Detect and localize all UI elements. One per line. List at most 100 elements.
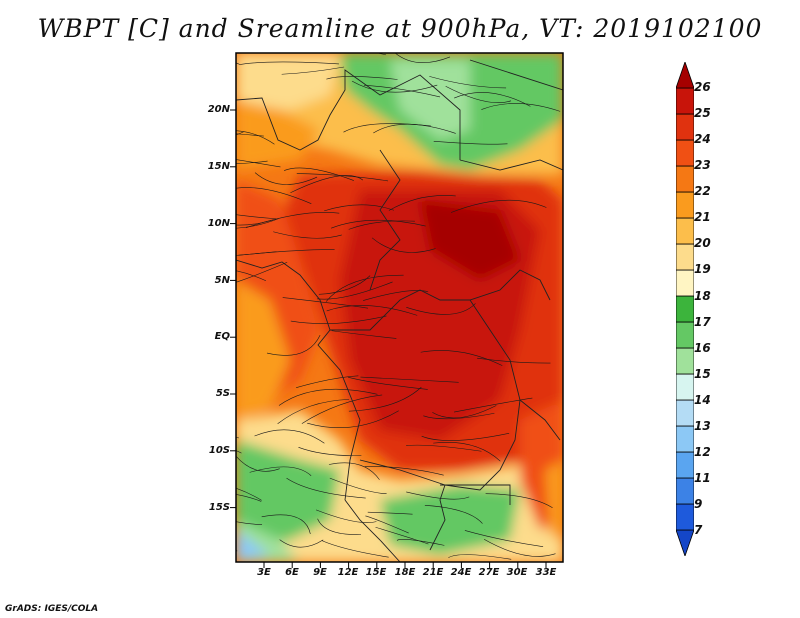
chart-title: WBPT [C] and Sreamline at 900hPa, VT: 20… <box>37 14 763 43</box>
colorbar-segment <box>676 139 694 167</box>
lon-label: 3E <box>257 567 271 578</box>
lon-label: 15E <box>365 567 387 578</box>
colorbar-segment <box>676 217 694 245</box>
colorbar-segment <box>676 321 694 349</box>
lat-label: 15S <box>208 502 230 513</box>
colorbar-label: 20 <box>694 236 711 250</box>
streamline <box>329 477 387 494</box>
colorbar-segment <box>676 295 694 323</box>
streamline <box>301 394 383 424</box>
streamline <box>238 249 335 256</box>
colorbar-segment <box>676 477 694 505</box>
streamline <box>454 397 533 413</box>
streamline <box>375 526 429 545</box>
colorbar-label: 11 <box>694 471 711 485</box>
streamline <box>424 505 483 524</box>
streamline <box>365 515 409 534</box>
streamline <box>246 212 340 228</box>
colorbar-upper-arrow <box>676 62 694 89</box>
streamline <box>360 376 459 383</box>
lon-label: 21E <box>422 567 444 578</box>
credit-text: GrADS: IGES/COLA <box>5 604 99 614</box>
streamline <box>290 175 364 194</box>
streamline <box>406 303 476 315</box>
colorbar-segment <box>676 165 694 193</box>
colorbar-label: 24 <box>694 132 711 146</box>
colorbar-label: 13 <box>694 419 711 433</box>
streamline <box>325 274 404 302</box>
country-borders <box>236 59 563 562</box>
streamline <box>307 410 399 428</box>
streamline <box>433 442 501 462</box>
lat-label: 10N <box>207 218 230 229</box>
streamline <box>254 172 318 185</box>
colorbar-segment <box>676 243 694 271</box>
streamline <box>236 131 245 136</box>
streamline <box>240 61 339 65</box>
streamline <box>261 514 311 534</box>
colorbar-segment <box>676 399 694 427</box>
streamline <box>448 554 512 560</box>
streamline <box>236 270 267 281</box>
lon-label: 6E <box>285 567 299 578</box>
streamline <box>317 281 393 300</box>
streamline <box>364 466 444 476</box>
streamline <box>454 92 531 107</box>
streamline <box>236 187 312 204</box>
streamline <box>236 160 268 164</box>
streamline <box>331 219 426 229</box>
colorbar-lower-arrow <box>676 529 694 556</box>
streamline <box>321 540 389 558</box>
colorbar-segment <box>676 503 694 531</box>
lon-label: 30E <box>506 567 528 578</box>
streamline <box>315 509 377 523</box>
colorbar-label: 26 <box>694 80 711 94</box>
streamline <box>328 462 380 480</box>
streamline <box>420 350 503 366</box>
streamline <box>236 130 275 145</box>
streamline <box>367 511 413 515</box>
colorbar-segment <box>676 373 694 401</box>
streamline <box>290 315 387 324</box>
streamline <box>396 539 445 546</box>
map-frame <box>235 52 564 563</box>
streamline <box>348 386 422 412</box>
colorbar-label: 21 <box>694 210 711 224</box>
colorbar-label: 9 <box>694 497 703 511</box>
streamline <box>277 399 350 425</box>
streamline <box>298 447 362 456</box>
streamline <box>483 539 556 557</box>
streamline <box>236 159 281 168</box>
streamline <box>236 261 288 283</box>
streamlines <box>236 53 561 560</box>
streamline <box>279 539 324 548</box>
lat-label: 5S <box>215 388 230 399</box>
lon-label: 12E <box>337 567 359 578</box>
colorbar-segment <box>676 451 694 479</box>
colorbar-segment <box>676 87 694 115</box>
colorbar-segment <box>676 425 694 453</box>
colorbar-segment <box>676 269 694 297</box>
streamline <box>477 357 551 364</box>
streamline <box>343 123 431 133</box>
streamline <box>324 204 394 212</box>
streamline <box>388 195 456 211</box>
streamline <box>318 275 371 295</box>
lon-label: 33E <box>535 567 557 578</box>
streamline <box>273 231 342 239</box>
streamline <box>433 141 508 145</box>
lon-label: 18E <box>394 567 416 578</box>
axis-ticks <box>230 109 547 568</box>
colorbar-segment <box>676 191 694 219</box>
lat-label: 10S <box>208 445 230 456</box>
colorbar-label: 12 <box>694 445 711 459</box>
streamline <box>296 375 359 388</box>
streamline <box>423 412 495 420</box>
streamline <box>317 518 362 535</box>
streamline <box>282 297 369 309</box>
streamline <box>363 84 441 98</box>
streamline <box>481 103 561 112</box>
colorbar-label: 7 <box>694 523 703 537</box>
streamline <box>429 76 507 89</box>
